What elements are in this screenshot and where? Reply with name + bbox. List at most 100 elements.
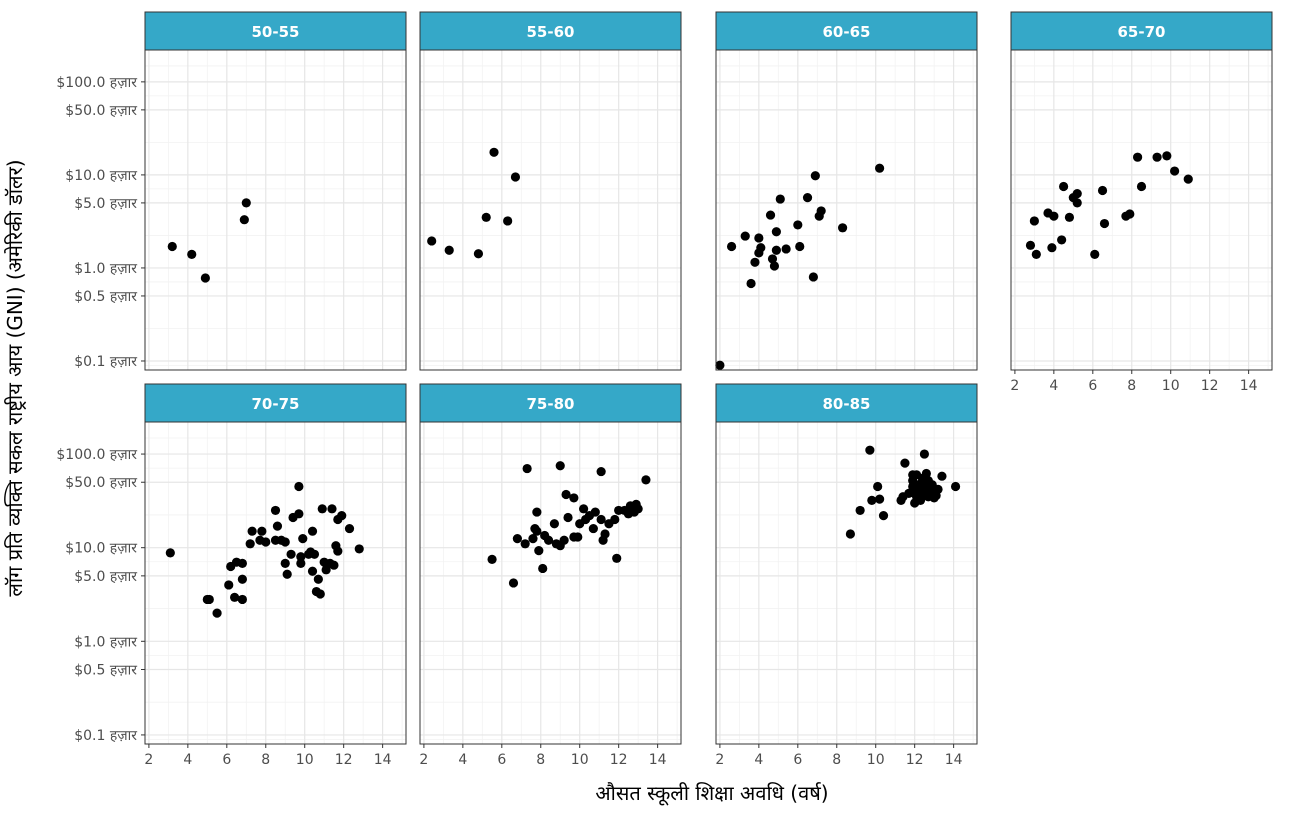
data-point bbox=[307, 526, 318, 536]
data-point bbox=[808, 272, 818, 282]
data-point bbox=[769, 261, 780, 271]
facet-panel-80-85: 80-85 2 4 6 8 10 12 14 bbox=[715, 383, 978, 768]
data-point bbox=[165, 548, 175, 558]
y-tick-label: $10.0 हज़ार bbox=[65, 168, 137, 184]
data-point bbox=[239, 215, 249, 225]
data-point bbox=[333, 546, 343, 556]
data-point bbox=[746, 278, 756, 289]
y-tick-label: $5.0 हज़ार bbox=[74, 569, 137, 585]
data-point bbox=[873, 481, 883, 492]
y-tick-label: $50.0 हज़ार bbox=[65, 103, 137, 119]
x-tick-label: 6 bbox=[222, 752, 231, 768]
y-axis-title: लॉग प्रति व्यक्ति सकल राष्ट्रीय आय (GNI)… bbox=[3, 159, 27, 596]
data-point bbox=[282, 569, 292, 579]
panel-background bbox=[716, 422, 977, 744]
y-tick-label: $100.0 हज़ार bbox=[56, 447, 137, 463]
data-point bbox=[237, 594, 247, 605]
data-point bbox=[756, 243, 766, 253]
y-tick-label: $0.5 हज़ार bbox=[74, 289, 137, 305]
data-point bbox=[767, 254, 778, 264]
data-point bbox=[241, 198, 251, 208]
data-point bbox=[532, 507, 542, 517]
facet-panel-75-80: 75-80 2 4 6 8 10 12 14 bbox=[419, 383, 682, 768]
facet-panel-55-60: 55-60 bbox=[419, 11, 682, 371]
data-point bbox=[317, 504, 327, 514]
data-point bbox=[489, 147, 499, 157]
data-point bbox=[875, 494, 885, 504]
data-point bbox=[503, 216, 513, 226]
data-point bbox=[726, 241, 737, 252]
facet-strip bbox=[419, 383, 682, 423]
data-point bbox=[771, 245, 781, 255]
data-point bbox=[596, 466, 606, 477]
data-point bbox=[765, 210, 776, 220]
data-point bbox=[344, 523, 355, 534]
y-tick-label: $5.0 हज़ार bbox=[74, 196, 137, 212]
data-point bbox=[532, 526, 542, 536]
data-point bbox=[261, 537, 271, 547]
data-point bbox=[878, 511, 889, 521]
panel-background bbox=[420, 422, 681, 744]
data-point bbox=[204, 594, 214, 605]
data-point bbox=[337, 511, 347, 521]
data-point bbox=[600, 529, 610, 539]
data-point bbox=[444, 245, 454, 255]
data-point bbox=[740, 231, 750, 241]
data-point bbox=[950, 481, 961, 492]
panel-background bbox=[145, 422, 406, 744]
x-tick-label: 12 bbox=[906, 752, 924, 768]
data-point bbox=[1099, 218, 1110, 229]
data-point bbox=[1133, 152, 1143, 162]
data-point bbox=[520, 539, 530, 549]
data-point bbox=[1072, 198, 1082, 208]
data-point bbox=[294, 509, 304, 519]
data-point bbox=[1162, 151, 1172, 161]
data-point bbox=[900, 458, 910, 468]
data-point bbox=[298, 534, 308, 544]
facet-strip-label: 75-80 bbox=[527, 395, 575, 413]
data-point bbox=[1049, 211, 1059, 221]
data-point bbox=[855, 505, 865, 516]
data-point bbox=[286, 549, 296, 559]
y-tick-label: $1.0 हज़ार bbox=[74, 261, 137, 277]
data-point bbox=[588, 523, 598, 534]
data-point bbox=[816, 206, 826, 216]
x-tick-label: 12 bbox=[1201, 378, 1219, 394]
data-point bbox=[838, 223, 848, 233]
data-point bbox=[919, 449, 930, 459]
data-point bbox=[510, 172, 521, 182]
data-point bbox=[802, 193, 813, 203]
data-point bbox=[543, 535, 554, 545]
data-point bbox=[329, 560, 339, 570]
facet-strip bbox=[1010, 11, 1273, 51]
data-point bbox=[237, 574, 247, 584]
panel-background bbox=[145, 50, 406, 370]
x-tick-label: 12 bbox=[610, 752, 628, 768]
x-tick-label: 6 bbox=[497, 752, 506, 768]
data-point bbox=[212, 608, 222, 618]
x-tick-label: 2 bbox=[715, 752, 724, 768]
data-point bbox=[775, 194, 785, 204]
data-point bbox=[296, 558, 306, 568]
data-point bbox=[865, 445, 875, 455]
x-tick-label: 10 bbox=[571, 752, 589, 768]
facet-strip bbox=[419, 11, 682, 51]
facet-panel-65-70: 65-70 2 4 6 8 10 12 14 bbox=[1010, 11, 1273, 394]
data-point bbox=[272, 521, 283, 531]
data-point bbox=[522, 463, 532, 474]
data-point bbox=[1072, 188, 1082, 199]
data-point bbox=[875, 163, 885, 173]
facet-strip bbox=[144, 383, 407, 423]
x-tick-label: 8 bbox=[261, 752, 270, 768]
data-point bbox=[579, 504, 589, 514]
x-tick-label: 2 bbox=[419, 752, 428, 768]
x-tick-label: 2 bbox=[1010, 378, 1019, 394]
x-tick-label: 14 bbox=[1240, 378, 1258, 394]
data-point bbox=[167, 241, 177, 252]
facet-strip-label: 70-75 bbox=[252, 395, 300, 413]
y-tick-label: $1.0 हज़ार bbox=[74, 634, 137, 650]
data-point bbox=[487, 554, 497, 564]
data-point bbox=[1097, 185, 1108, 196]
facet-strip bbox=[715, 383, 978, 423]
